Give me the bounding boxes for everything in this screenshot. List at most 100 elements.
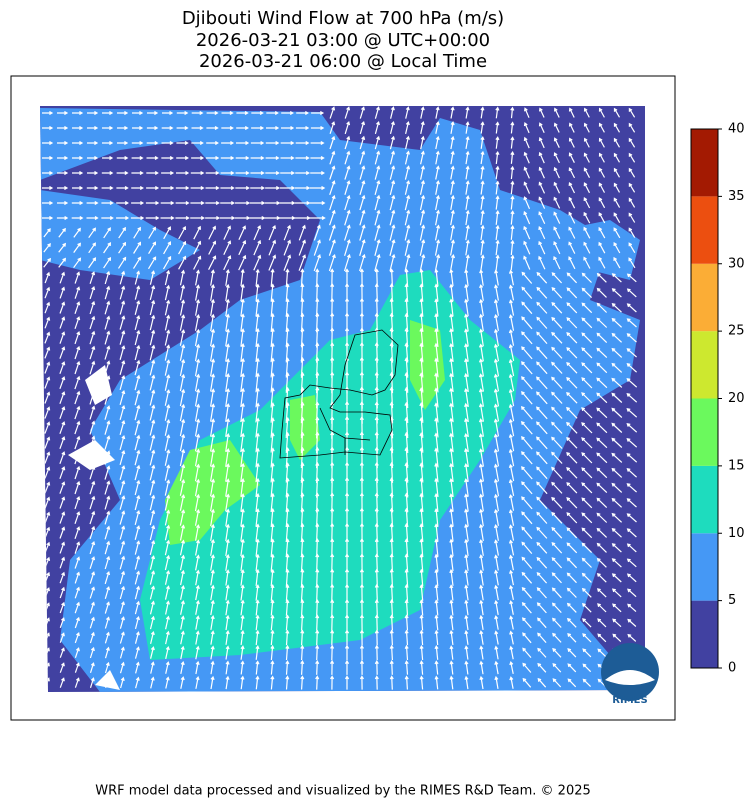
wind-arrow (101, 215, 114, 221)
wind-arrow (191, 140, 204, 146)
wind-arrow (567, 632, 577, 643)
wind-arrow (479, 493, 484, 512)
wind-arrow (300, 629, 305, 646)
wind-arrow (434, 224, 441, 241)
wind-arrow (210, 478, 216, 497)
wind-arrow (210, 660, 215, 675)
wind-arrow (300, 553, 305, 572)
wind-arrow (404, 675, 409, 690)
wind-arrow (520, 421, 533, 435)
wind-arrow (508, 478, 515, 497)
wind-field-15-20 (165, 320, 445, 545)
wind-arrow (165, 676, 170, 689)
wind-arrow (249, 200, 266, 206)
wind-arrow (251, 110, 264, 116)
wind-arrow (450, 150, 455, 165)
wind-arrow (71, 200, 84, 206)
wind-arrow (255, 357, 260, 378)
wind-arrow (537, 617, 547, 629)
wind-arrow (313, 224, 321, 241)
wind-arrow (135, 676, 140, 689)
wind-arrow (330, 598, 335, 616)
wind-arrow (434, 402, 439, 423)
wind-arrow (611, 392, 623, 403)
wind-arrow (195, 524, 201, 541)
wind-arrow (240, 478, 245, 497)
wind-arrow (315, 660, 320, 675)
wind-arrow (134, 494, 141, 511)
wind-arrow (613, 241, 621, 254)
wind-arrow (450, 180, 455, 195)
wind-arrow (464, 584, 469, 601)
wind-arrow (551, 421, 563, 434)
colorbar-tick-label: 15 (728, 458, 745, 473)
wind-arrow (89, 525, 96, 540)
wind-arrow (583, 122, 590, 133)
wind-arrow (551, 526, 563, 539)
wind-arrow (566, 482, 578, 494)
wind-arrow (568, 226, 576, 239)
wind-arrow (553, 211, 561, 224)
wind-arrow (596, 347, 608, 359)
wind-arrow (210, 523, 215, 541)
wind-arrow (58, 227, 66, 238)
wind-arrow (449, 268, 454, 287)
wind-arrow (104, 465, 111, 480)
wind-arrow (420, 120, 425, 135)
wind-arrow (374, 165, 381, 180)
wind-arrow (220, 155, 235, 161)
wind-arrow (493, 463, 500, 482)
wind-arrow (404, 297, 409, 317)
wind-arrow (104, 586, 111, 599)
wind-arrow (419, 492, 424, 513)
wind-arrow (225, 630, 230, 645)
wind-arrow (374, 135, 381, 150)
wind-arrow (72, 155, 84, 161)
wind-arrow (626, 558, 637, 568)
wind-arrow (71, 215, 84, 221)
wind-arrow (493, 343, 500, 362)
wind-arrow (268, 239, 277, 256)
wind-arrow (566, 512, 578, 524)
wind-arrow (195, 284, 201, 301)
wind-arrow (104, 661, 110, 674)
wind-arrow (404, 583, 409, 601)
wind-arrow (103, 242, 112, 254)
wind-arrow (255, 313, 260, 332)
wind-arrow (119, 285, 126, 300)
wind-arrow (596, 272, 607, 283)
wind-arrow (374, 568, 379, 587)
wind-arrow (628, 167, 636, 178)
wind-arrow (265, 170, 280, 176)
wind-arrow (566, 361, 578, 374)
wind-arrow (508, 433, 515, 452)
wind-arrow (510, 136, 515, 149)
wind-arrow (404, 522, 409, 542)
wind-arrow (210, 645, 215, 660)
wind-arrow (149, 539, 156, 556)
wind-arrow (465, 150, 470, 165)
wind-arrow (494, 599, 499, 616)
wind-arrow (419, 209, 426, 226)
wind-arrow (626, 363, 638, 373)
wind-arrow (281, 110, 295, 116)
wind-arrow (119, 540, 126, 555)
wind-arrow (509, 600, 514, 615)
wind-arrow (179, 418, 186, 437)
wind-arrow (164, 585, 170, 600)
wind-arrow (194, 403, 201, 422)
wind-arrow (596, 572, 607, 583)
wind-arrow (164, 464, 171, 481)
wind-arrow (566, 376, 578, 389)
wind-arrow (493, 313, 499, 332)
wind-arrow (225, 328, 230, 347)
wind-arrow (44, 451, 51, 464)
wind-arrow (464, 402, 469, 423)
wind-arrow (551, 287, 563, 299)
wind-arrow (480, 254, 485, 271)
wind-arrow (628, 257, 636, 269)
wind-arrow (59, 556, 66, 569)
wind-arrow (553, 122, 560, 133)
wind-arrow (89, 586, 96, 599)
wind-arrow (300, 538, 305, 557)
